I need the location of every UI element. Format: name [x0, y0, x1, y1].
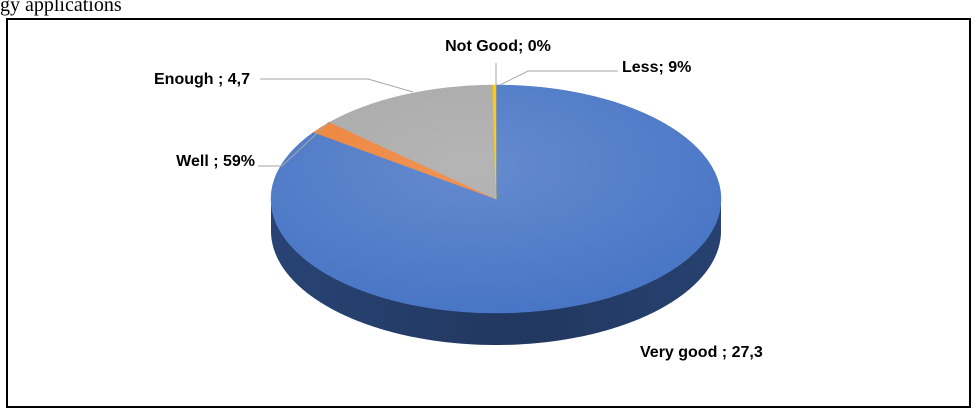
pie-side-shade: [271, 199, 721, 345]
leader-line-well: [258, 121, 330, 167]
data-label-well: Well ; 59%: [176, 153, 255, 170]
pie-chart: Very good ; 27,3 Well ; 59% Enough ; 4,7 No…: [154, 38, 763, 361]
leader-line-enough: [260, 78, 414, 93]
data-label-enough: Enough ; 4,7: [154, 71, 250, 88]
leader-line-less: [499, 70, 618, 86]
data-label-not-good: Not Good; 0%: [445, 38, 551, 55]
figure-caption: gy applications: [0, 0, 122, 16]
data-label-very-good: Very good ; 27,3: [640, 344, 763, 361]
pie-top-sheen: [271, 85, 721, 313]
data-label-less: Less; 9%: [622, 59, 691, 76]
